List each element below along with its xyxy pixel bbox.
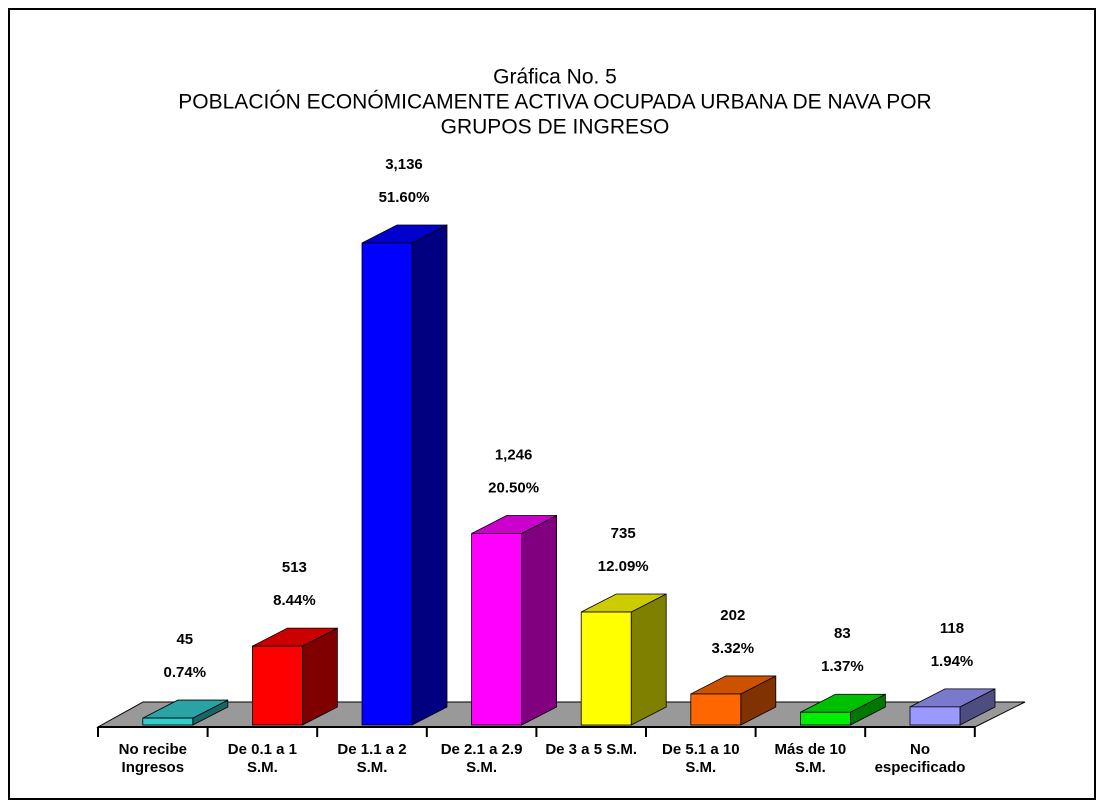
percent-label: 1.37% <box>821 658 864 675</box>
percent-label: 20.50% <box>488 479 539 496</box>
x-tick-label: De 5.1 a 10 <box>662 741 740 758</box>
percent-label: 0.74% <box>164 664 207 681</box>
x-tick-label: S.M. <box>466 759 497 776</box>
x-tick-label: De 3 a 5 S.M. <box>545 741 637 758</box>
data-label: 513 <box>282 559 307 576</box>
percent-label: 8.44% <box>273 592 316 609</box>
data-label: 1,246 <box>495 446 533 463</box>
x-tick-label: S.M. <box>247 759 278 776</box>
percent-label: 1.94% <box>931 653 974 670</box>
bar <box>690 693 742 726</box>
bar <box>580 611 632 726</box>
floor <box>96 701 1026 728</box>
percent-label: 51.60% <box>379 189 430 206</box>
bar-side <box>411 224 448 726</box>
bar <box>471 533 523 726</box>
data-label: 83 <box>834 625 851 642</box>
percent-label: 3.32% <box>712 640 755 657</box>
x-tick-label: S.M. <box>357 759 388 776</box>
x-tick-label: De 2.1 a 2.9 <box>441 741 523 758</box>
percent-label: 12.09% <box>598 558 649 575</box>
chart-title: Gráfica No. 5 <box>493 66 617 89</box>
x-tick-label: S.M. <box>795 759 826 776</box>
bar <box>251 645 303 726</box>
data-label: 202 <box>720 607 745 624</box>
chart-title: POBLACIÓN ECONÓMICAMENTE ACTIVA OCUPADA … <box>178 91 931 114</box>
data-label: 118 <box>940 620 964 637</box>
data-label: 3,136 <box>385 156 423 173</box>
bar-side <box>630 593 667 726</box>
x-tick-label: No <box>910 741 930 758</box>
bar <box>909 706 961 726</box>
x-tick-label: Más de 10 <box>775 741 847 758</box>
bar <box>142 717 194 726</box>
x-tick-label: De 0.1 a 1 <box>228 741 297 758</box>
x-tick-label: S.M. <box>685 759 716 776</box>
x-tick-label: No recibe <box>119 741 187 758</box>
x-tick-label: De 1.1 a 2 <box>337 741 406 758</box>
data-label: 735 <box>611 525 636 542</box>
bar <box>361 242 413 726</box>
x-tick-label: Ingresos <box>122 759 185 776</box>
x-tick-label: especificado <box>875 759 966 776</box>
chart-title: GRUPOS DE INGRESO <box>441 116 670 139</box>
bar <box>800 711 851 726</box>
data-label: 45 <box>176 631 193 648</box>
bar-side <box>521 514 557 726</box>
